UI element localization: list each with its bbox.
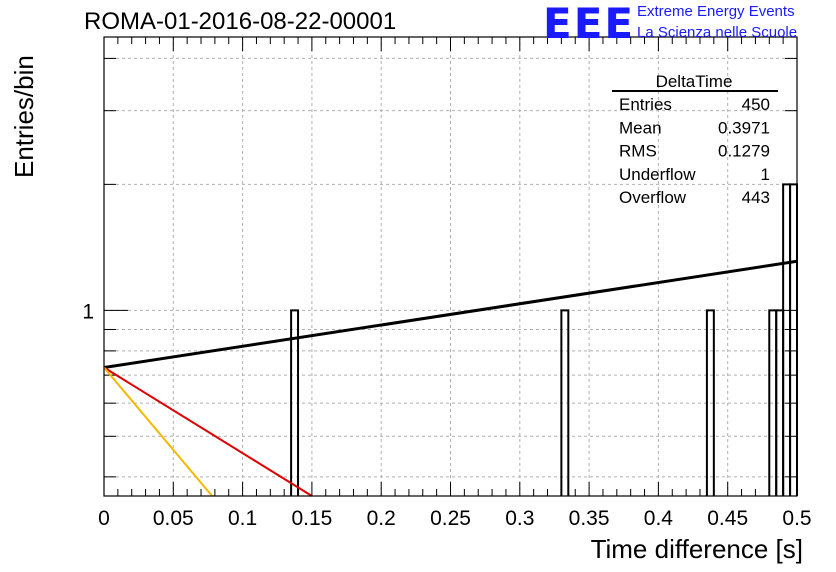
fit-line-orange xyxy=(103,366,213,497)
grid-lines xyxy=(104,37,797,496)
stats-value: 0.3971 xyxy=(718,118,770,137)
x-tick-label: 0.15 xyxy=(291,507,332,530)
stats-label: Mean xyxy=(619,118,662,137)
histogram xyxy=(290,183,798,496)
x-tick-label: 0.05 xyxy=(153,507,194,530)
logo-subtitle-2: La Scienza nelle Scuole xyxy=(637,24,798,41)
stats-label: Entries xyxy=(619,95,672,114)
stats-box: DeltaTime Entries 450 Mean 0.3971 RMS 0.1279 U… xyxy=(612,72,778,207)
fit-line-black xyxy=(103,259,798,370)
histogram-bin xyxy=(782,183,792,496)
stats-title: DeltaTime xyxy=(656,72,733,91)
run-title: ROMA-01-2016-08-22-00001 xyxy=(84,8,397,35)
stats-rows: Entries 450 Mean 0.3971 RMS 0.1279 Underflow 1 O… xyxy=(619,95,770,207)
stats-value: 443 xyxy=(742,188,770,207)
x-tick-label: 0.25 xyxy=(430,507,471,530)
logo-subtitle-1: Extreme Energy Events xyxy=(637,3,795,20)
x-tick-label: 0.35 xyxy=(569,507,610,530)
x-tick-label: 0.1 xyxy=(228,507,257,530)
x-axis-label: Time difference [s] xyxy=(591,534,803,564)
x-tick-label: 0.5 xyxy=(782,507,811,530)
x-tick-label: 0.2 xyxy=(367,507,396,530)
histogram-bin xyxy=(789,183,798,496)
stats-value: 0.1279 xyxy=(718,142,770,161)
stats-label: RMS xyxy=(619,142,657,161)
histogram-bin xyxy=(560,309,570,496)
stats-value: 1 xyxy=(761,165,770,184)
stats-label: Underflow xyxy=(619,165,696,184)
fit-lines xyxy=(103,259,798,497)
histogram-bin xyxy=(705,309,715,496)
y-axis-label: Entries/bin xyxy=(9,55,39,178)
x-tick-label: 0.3 xyxy=(505,507,534,530)
eee-logo: EEE xyxy=(543,0,636,48)
plot-frame xyxy=(103,36,798,497)
x-tick-label: 0.45 xyxy=(707,507,748,530)
histogram-bin xyxy=(290,309,300,496)
y-tick-label: 1 xyxy=(82,300,94,323)
stats-label: Overflow xyxy=(619,188,687,207)
fit-line-red xyxy=(103,366,313,497)
x-tick-label: 0.4 xyxy=(644,507,674,530)
stats-value: 450 xyxy=(742,95,770,114)
tick-labels: 0 0.05 0.1 0.15 0.2 0.25 0.3 0.35 0.4 0.45 0.5 1 xyxy=(82,300,811,530)
x-tick-label: 0 xyxy=(98,507,110,530)
